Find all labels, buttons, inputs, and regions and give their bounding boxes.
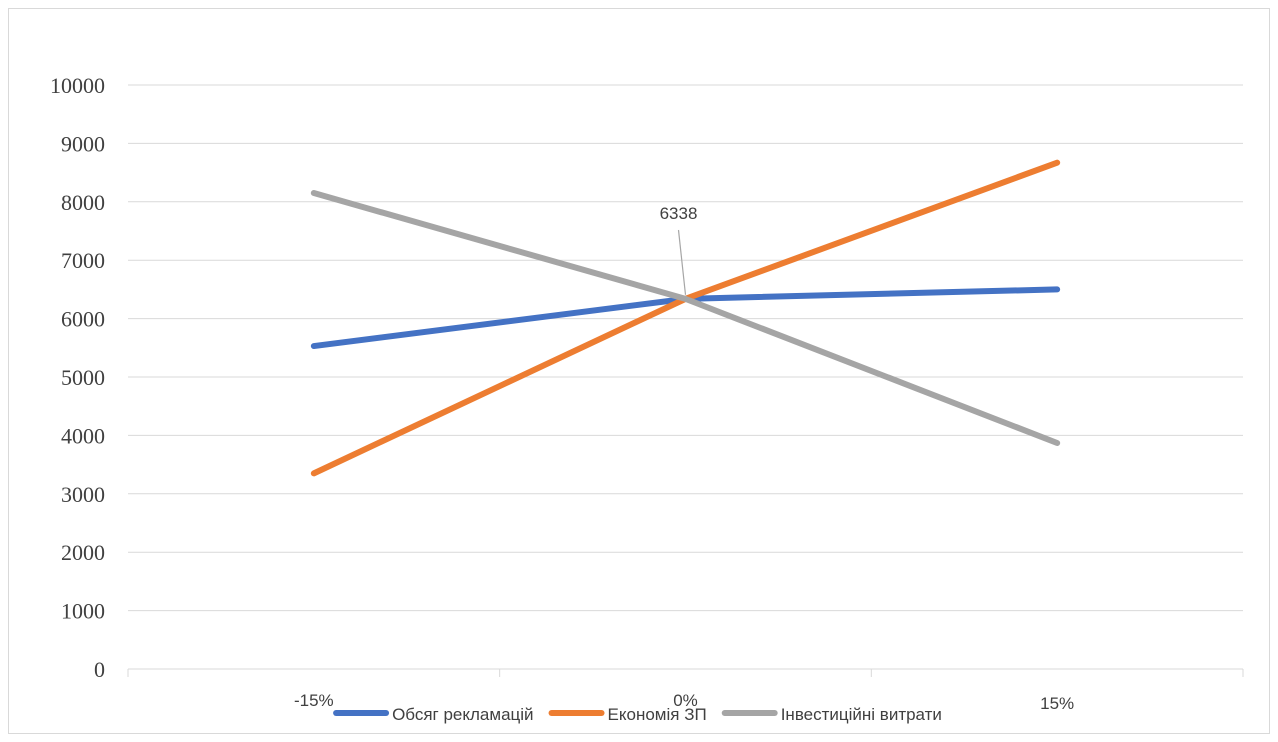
legend-label: Інвестиційні витрати <box>781 705 942 724</box>
x-tick-label: -15% <box>294 691 334 710</box>
y-tick-label: 9000 <box>61 131 105 156</box>
y-tick-label: 8000 <box>61 190 105 215</box>
y-tick-label: 7000 <box>61 248 105 273</box>
annotation-leader <box>677 229 687 295</box>
x-tick-label: 15% <box>1040 694 1074 713</box>
y-tick-label: 3000 <box>61 482 105 507</box>
y-tick-label: 5000 <box>61 365 105 390</box>
x-tick-label: 0% <box>673 691 698 710</box>
y-tick-label: 1000 <box>61 599 105 624</box>
y-tick-label: 0 <box>94 657 105 682</box>
y-tick-label: 10000 <box>50 73 105 98</box>
series-lines <box>310 159 1061 477</box>
y-tick-label: 4000 <box>61 423 105 448</box>
y-tick-label: 2000 <box>61 540 105 565</box>
annotations: 6338 <box>660 204 698 295</box>
legend-label: Економія ЗП <box>608 705 707 724</box>
legend-label: Обсяг рекламацій <box>392 705 533 724</box>
legend: Обсяг рекламацій Економія ЗП Інвестиційні … <box>333 705 942 724</box>
chart-frame <box>8 8 1270 734</box>
y-axis-ticks: 0 1000 2000 3000 4000 5000 6000 7000 8000 9000 100… <box>50 73 105 682</box>
y-tick-label: 6000 <box>61 307 105 332</box>
gridlines <box>128 84 1243 612</box>
data-label: 6338 <box>660 204 698 223</box>
x-axis: -15% 0% 15% <box>127 668 1244 713</box>
series-line <box>310 190 1061 446</box>
